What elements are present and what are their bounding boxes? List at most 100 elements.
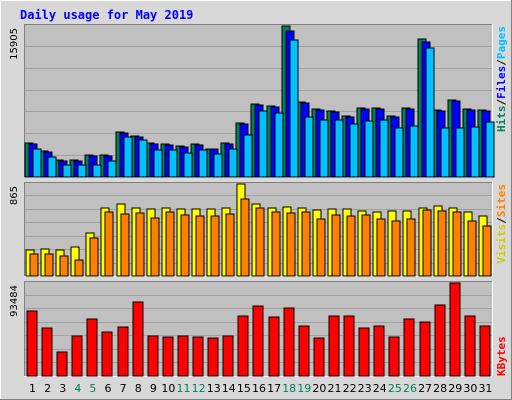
bar-kbytes-day-11 [177, 335, 189, 377]
x-tick-label: 13 [207, 382, 221, 395]
bar-sites-day-29 [452, 211, 462, 277]
bar-sites-day-24 [376, 218, 386, 277]
x-tick-label: 18 [282, 382, 296, 395]
x-tick-label: 5 [89, 382, 96, 395]
bar-pages-day-29 [455, 127, 465, 178]
legend-entry: / [495, 217, 508, 224]
bar-sites-day-19 [301, 211, 311, 277]
bar-sites-day-27 [422, 209, 432, 277]
x-tick-label: 10 [161, 382, 175, 395]
legend-entry: Visits [495, 224, 508, 264]
bar-kbytes-day-28 [434, 304, 446, 377]
bar-sites-day-9 [150, 217, 160, 277]
bar-kbytes-day-15 [237, 315, 249, 377]
bar-pages-day-31 [485, 121, 495, 178]
bar-kbytes-day-2 [41, 327, 53, 377]
legend-entry: KBytes [495, 336, 508, 376]
x-tick-label: 21 [327, 382, 341, 395]
bar-sites-day-25 [391, 220, 401, 277]
bar-kbytes-day-27 [419, 321, 431, 377]
bar-sites-day-22 [346, 215, 356, 277]
bar-pages-day-5 [92, 164, 102, 178]
bar-pages-day-22 [349, 123, 359, 178]
x-axis-labels: 1 2 3 4 5 6 7 8 9 10 11 12 13 14 15 16 17 18 19 20 21 22 23 24 2… [29, 382, 492, 395]
bar-pages-day-8 [138, 139, 148, 178]
bar-pages-day-6 [107, 160, 117, 178]
bar-kbytes-day-9 [147, 335, 159, 377]
bar-sites-day-21 [331, 214, 341, 277]
bar-pages-day-30 [470, 126, 480, 178]
bar-kbytes-day-29 [449, 282, 461, 377]
bar-kbytes-day-14 [222, 335, 234, 377]
legend-entry: Hits [495, 106, 508, 133]
bar-pages-day-13 [213, 153, 223, 178]
panels-group: 15905Hits/Files/Pages865Visits/Sites9348… [9, 24, 508, 377]
legend-entry: Sites [495, 184, 508, 217]
y-max-label: 15905 [9, 28, 20, 60]
bar-pages-day-1 [32, 148, 42, 178]
bar-sites-day-30 [467, 220, 477, 277]
bar-pages-day-15 [243, 134, 253, 178]
bar-sites-day-18 [286, 212, 296, 277]
bar-sites-day-7 [120, 213, 130, 277]
bar-pages-day-23 [364, 120, 374, 178]
x-tick-label: 1 [29, 382, 36, 395]
bar-kbytes-day-19 [298, 325, 310, 377]
bar-kbytes-day-16 [252, 305, 264, 377]
bar-kbytes-day-22 [343, 315, 355, 377]
bar-pages-day-19 [304, 116, 314, 178]
series-legend: KBytes [495, 336, 508, 376]
bar-sites-day-1 [29, 253, 39, 277]
legend-entry: Pages [495, 26, 508, 59]
bar-pages-day-4 [77, 164, 87, 178]
panel-visits-sites: 865 Visits/Sites [9, 182, 508, 277]
bar-pages-day-17 [274, 112, 284, 178]
bar-sites-day-6 [104, 211, 114, 277]
panel-kbytes: 93484 KBytes [9, 281, 508, 377]
x-tick-label: 6 [105, 382, 112, 395]
x-tick-label: 27 [418, 382, 432, 395]
bar-pages-day-18 [289, 39, 299, 178]
bar-sites-day-11 [180, 214, 190, 277]
bar-kbytes-day-8 [132, 301, 144, 377]
bar-kbytes-day-20 [313, 337, 325, 377]
bar-pages-day-11 [183, 152, 193, 178]
legend-entry: / [495, 59, 508, 66]
bar-pages-day-7 [123, 136, 133, 178]
x-tick-label: 11 [177, 382, 191, 395]
bar-kbytes-day-13 [207, 337, 219, 377]
bar-kbytes-day-1 [26, 310, 38, 377]
bar-kbytes-day-21 [328, 315, 340, 377]
bar-sites-day-15 [240, 198, 250, 277]
bar-kbytes-day-12 [192, 336, 204, 377]
bar-sites-day-8 [135, 212, 145, 277]
bar-pages-day-9 [153, 149, 163, 178]
bar-sites-day-23 [361, 214, 371, 277]
bar-kbytes-day-5 [86, 318, 98, 377]
bar-sites-day-2 [44, 253, 54, 277]
bar-sites-day-17 [271, 211, 281, 277]
x-tick-label: 28 [433, 382, 447, 395]
bar-kbytes-day-10 [162, 336, 174, 377]
bar-pages-day-20 [319, 119, 329, 178]
x-tick-label: 29 [448, 382, 462, 395]
bar-sites-day-20 [316, 218, 326, 277]
bars [24, 25, 495, 178]
bar-sites-day-28 [437, 210, 447, 277]
series-legend: Visits/Sites [495, 184, 508, 264]
bar-sites-day-16 [255, 207, 265, 277]
bar-pages-day-28 [440, 127, 450, 178]
bars [25, 183, 492, 277]
bar-pages-day-26 [409, 125, 419, 178]
bar-pages-day-3 [62, 164, 72, 178]
x-tick-label: 19 [297, 382, 311, 395]
bar-kbytes-day-6 [101, 331, 113, 377]
x-tick-label: 30 [463, 382, 477, 395]
bar-kbytes-day-7 [117, 326, 129, 377]
legend-entry: / [495, 99, 508, 106]
x-tick-label: 8 [135, 382, 142, 395]
bar-pages-day-12 [198, 149, 208, 178]
x-tick-label: 20 [312, 382, 326, 395]
bar-kbytes-day-25 [388, 336, 400, 377]
